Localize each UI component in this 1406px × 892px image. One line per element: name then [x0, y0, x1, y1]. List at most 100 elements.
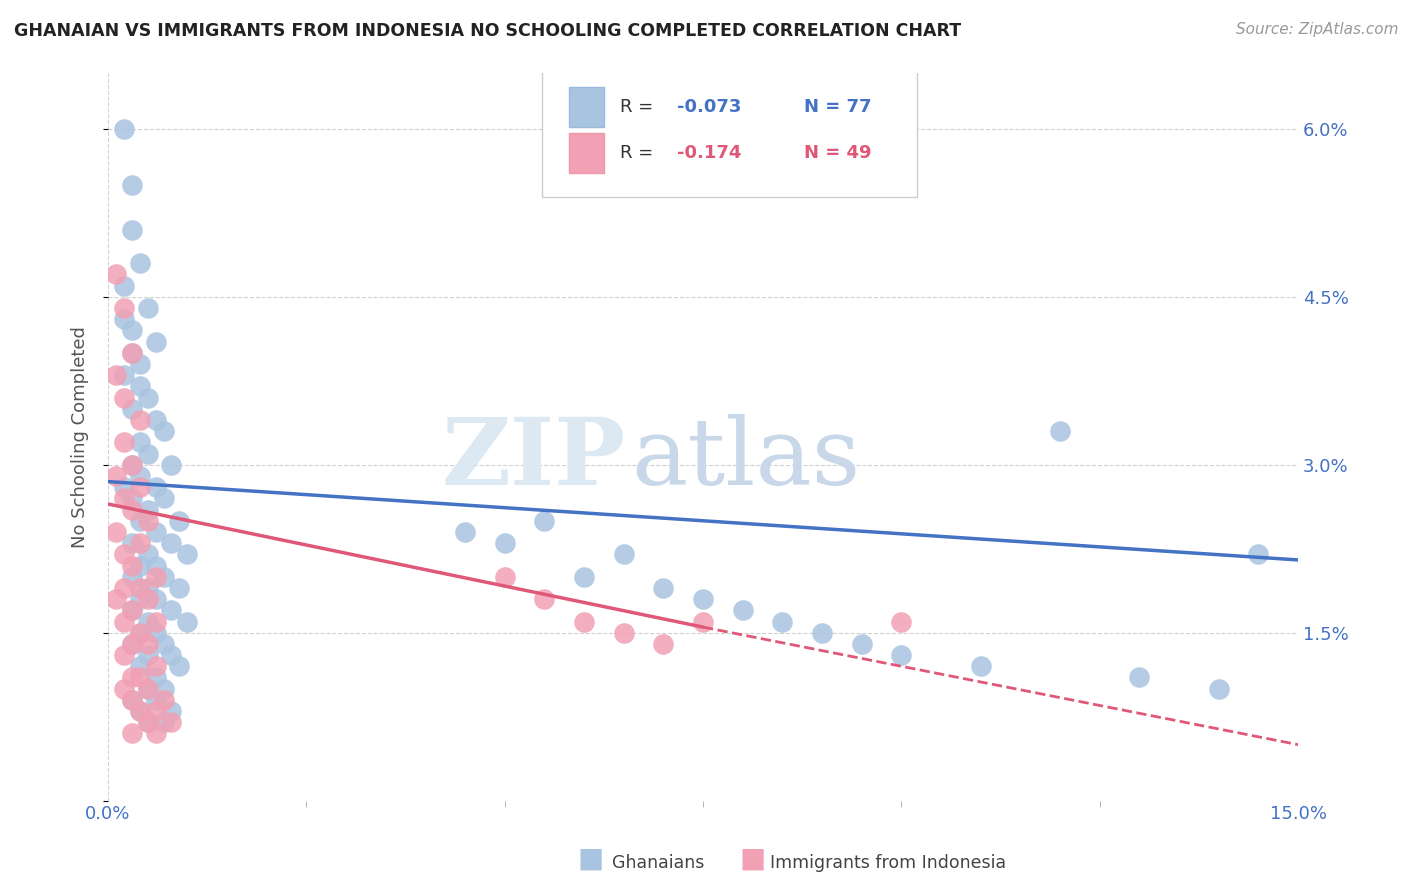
- Point: [176, 547, 198, 561]
- Point: [121, 346, 143, 360]
- Text: R =: R =: [620, 144, 665, 162]
- Point: [136, 615, 159, 629]
- Point: [112, 547, 135, 561]
- Text: R =: R =: [620, 98, 659, 116]
- Point: [128, 536, 150, 550]
- Point: [136, 715, 159, 730]
- Text: ■: ■: [578, 845, 603, 872]
- Point: [128, 625, 150, 640]
- Point: [136, 637, 159, 651]
- Point: [121, 491, 143, 506]
- Point: [128, 659, 150, 673]
- Point: [121, 502, 143, 516]
- Point: [533, 592, 555, 607]
- Point: [136, 592, 159, 607]
- FancyBboxPatch shape: [543, 70, 917, 196]
- Point: [692, 615, 714, 629]
- Point: [160, 648, 183, 662]
- Point: [121, 536, 143, 550]
- Point: [145, 480, 167, 494]
- Point: [121, 346, 143, 360]
- Point: [121, 603, 143, 617]
- Point: [152, 681, 174, 696]
- Point: [145, 659, 167, 673]
- Point: [128, 514, 150, 528]
- Point: [145, 413, 167, 427]
- Point: [572, 570, 595, 584]
- Point: [160, 536, 183, 550]
- Point: [121, 178, 143, 192]
- Point: [136, 581, 159, 595]
- Point: [770, 615, 793, 629]
- Point: [160, 715, 183, 730]
- Point: [136, 502, 159, 516]
- Point: [128, 435, 150, 450]
- Text: ZIP: ZIP: [441, 414, 626, 504]
- Point: [169, 581, 191, 595]
- Point: [128, 469, 150, 483]
- Point: [169, 514, 191, 528]
- Point: [136, 648, 159, 662]
- Point: [169, 659, 191, 673]
- Point: [112, 681, 135, 696]
- Point: [494, 570, 516, 584]
- Text: -0.174: -0.174: [676, 144, 741, 162]
- Point: [128, 592, 150, 607]
- Point: [890, 615, 912, 629]
- FancyBboxPatch shape: [568, 87, 605, 128]
- Point: [145, 615, 167, 629]
- Point: [145, 704, 167, 718]
- Point: [121, 458, 143, 472]
- Point: [121, 603, 143, 617]
- Point: [128, 413, 150, 427]
- Point: [121, 458, 143, 472]
- Point: [136, 391, 159, 405]
- Point: [136, 547, 159, 561]
- Text: Source: ZipAtlas.com: Source: ZipAtlas.com: [1236, 22, 1399, 37]
- Text: ■: ■: [740, 845, 765, 872]
- Point: [128, 379, 150, 393]
- Point: [112, 648, 135, 662]
- Point: [145, 592, 167, 607]
- Point: [152, 637, 174, 651]
- Point: [152, 424, 174, 438]
- Text: Immigrants from Indonesia: Immigrants from Indonesia: [770, 855, 1007, 872]
- Point: [152, 570, 174, 584]
- Point: [128, 480, 150, 494]
- Point: [176, 615, 198, 629]
- Point: [890, 648, 912, 662]
- Point: [136, 514, 159, 528]
- Point: [145, 726, 167, 740]
- Text: N = 49: N = 49: [804, 144, 872, 162]
- Point: [121, 671, 143, 685]
- Point: [145, 671, 167, 685]
- Text: Ghanaians: Ghanaians: [612, 855, 704, 872]
- Point: [152, 715, 174, 730]
- Point: [128, 256, 150, 270]
- Point: [970, 659, 993, 673]
- Point: [160, 704, 183, 718]
- Point: [145, 570, 167, 584]
- Point: [851, 637, 873, 651]
- Point: [1128, 671, 1150, 685]
- Point: [454, 524, 477, 539]
- Point: [652, 637, 675, 651]
- Point: [112, 278, 135, 293]
- Point: [121, 558, 143, 573]
- Point: [1049, 424, 1071, 438]
- Point: [145, 693, 167, 707]
- Point: [104, 368, 127, 383]
- Point: [121, 223, 143, 237]
- Point: [128, 671, 150, 685]
- Point: [652, 581, 675, 595]
- Point: [136, 301, 159, 315]
- Point: [104, 524, 127, 539]
- Point: [572, 615, 595, 629]
- Point: [121, 693, 143, 707]
- Point: [128, 558, 150, 573]
- Point: [128, 581, 150, 595]
- Point: [112, 301, 135, 315]
- Point: [121, 323, 143, 337]
- Point: [112, 312, 135, 326]
- FancyBboxPatch shape: [568, 133, 605, 173]
